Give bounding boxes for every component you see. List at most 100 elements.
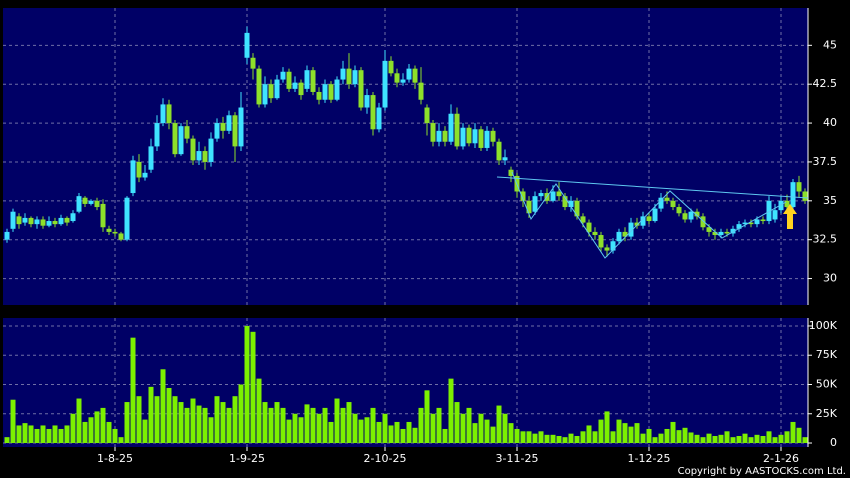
candle-body — [160, 104, 166, 124]
candle-body — [190, 138, 196, 161]
volume-bar — [610, 431, 616, 444]
volume-bar — [52, 425, 58, 444]
candle-body — [436, 130, 442, 142]
volume-bar — [556, 435, 562, 444]
volume-bar — [718, 434, 724, 444]
volume-bar — [796, 427, 802, 444]
y-tick-label: 32.5 — [813, 233, 838, 246]
volume-bar — [418, 407, 424, 444]
candle-body — [682, 213, 688, 220]
candle-body — [394, 73, 400, 83]
volume-bar — [208, 417, 214, 444]
candle-body — [442, 130, 448, 142]
candle-body — [124, 197, 130, 240]
candle-body — [100, 203, 106, 228]
volume-bar — [346, 402, 352, 444]
volume-bar — [448, 378, 454, 444]
candle-body — [766, 200, 772, 222]
candle-body — [352, 70, 358, 85]
candle-body — [472, 129, 478, 144]
volume-bar — [742, 433, 748, 444]
volume-bar — [58, 428, 64, 444]
volume-bar — [622, 423, 628, 444]
candle-body — [634, 222, 640, 226]
volume-bar — [580, 431, 586, 444]
candle-body — [40, 219, 46, 226]
candle-body — [490, 130, 496, 142]
volume-bar — [82, 421, 88, 444]
candle-body — [232, 115, 238, 147]
candle-body — [262, 84, 268, 105]
volume-bar — [490, 426, 496, 444]
candle-body — [616, 231, 622, 242]
candle-body — [58, 217, 64, 225]
volume-bar — [520, 431, 526, 444]
volume-bar — [628, 426, 634, 444]
candle-body — [646, 216, 652, 222]
candle-body — [34, 219, 40, 225]
volume-bar — [616, 419, 622, 444]
volume-bar — [454, 402, 460, 444]
volume-bar — [532, 433, 538, 444]
candle-body — [52, 221, 58, 225]
candle-body — [316, 91, 322, 100]
volume-bar — [562, 437, 568, 444]
volume-bar — [46, 428, 52, 444]
candle-body — [538, 193, 544, 197]
volume-bar — [136, 396, 142, 444]
volume-bar — [28, 425, 34, 444]
candle-body — [142, 172, 148, 178]
candle-body — [328, 84, 334, 100]
candle-body — [706, 227, 712, 232]
volume-bar — [202, 407, 208, 444]
candle-body — [622, 231, 628, 237]
volume-bar — [292, 413, 298, 444]
volume-bar — [550, 434, 556, 444]
volume-bar — [424, 390, 430, 444]
candle-body — [730, 228, 736, 234]
candle-body — [640, 216, 646, 226]
candle-body — [748, 222, 754, 225]
candle-body — [16, 216, 22, 225]
copyright: Copyright by AASTOCKS.com Ltd. — [678, 466, 846, 477]
candle-body — [334, 79, 340, 100]
candle-body — [268, 84, 274, 99]
candle-body — [430, 123, 436, 142]
candle-body — [454, 113, 460, 147]
x-tick-label: 1-9-25 — [229, 452, 265, 465]
volume-bar — [736, 435, 742, 444]
candle-body — [238, 107, 244, 147]
candle-body — [784, 200, 790, 208]
candle-body — [658, 197, 664, 209]
volume-bar — [730, 437, 736, 444]
volume-bar — [100, 407, 106, 444]
candle-body — [550, 191, 556, 201]
volume-bar — [334, 398, 340, 444]
volume-bar — [526, 431, 532, 444]
candle-body — [496, 141, 502, 161]
volume-bar — [322, 407, 328, 444]
volume-bar — [64, 425, 70, 444]
volume-bar — [676, 430, 682, 444]
volume-bar — [244, 325, 250, 444]
candle-body — [676, 207, 682, 214]
candle-body — [346, 68, 352, 85]
candle-body — [184, 126, 190, 139]
candle-body — [118, 233, 124, 240]
volume-bar — [358, 419, 364, 444]
candle-body — [628, 222, 634, 237]
candle-body — [586, 222, 592, 232]
volume-bar — [700, 437, 706, 444]
candle-body — [76, 196, 82, 212]
volume-bar — [502, 413, 508, 444]
x-tick-label: 1-8-25 — [97, 452, 133, 465]
volume-bar — [412, 427, 418, 444]
candle-body — [568, 200, 574, 208]
y-tick-label: 0 — [830, 436, 837, 449]
candle-body — [64, 217, 70, 223]
y-tick-label: 42.5 — [813, 77, 838, 90]
candle-body — [292, 82, 298, 89]
volume-bar — [388, 425, 394, 444]
x-tick-label: 2-10-25 — [364, 452, 407, 465]
